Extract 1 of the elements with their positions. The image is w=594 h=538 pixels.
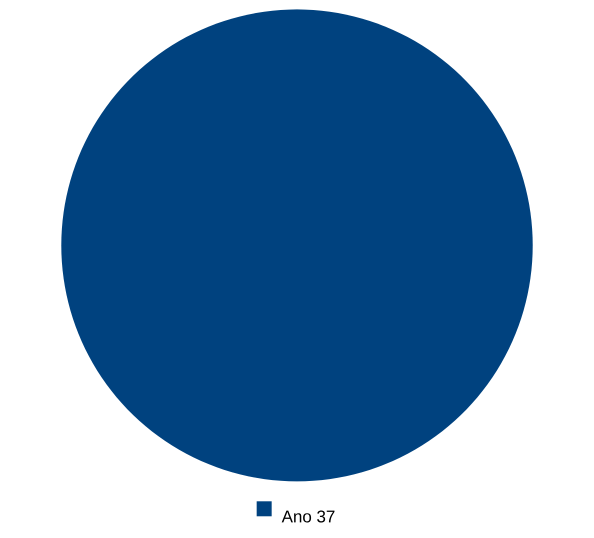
legend-label: Ano 37 xyxy=(282,510,334,522)
